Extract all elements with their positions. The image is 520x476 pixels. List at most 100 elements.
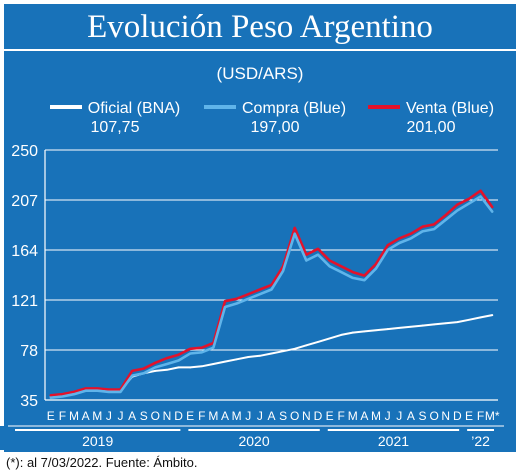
data-point (409, 237, 412, 240)
data-point (247, 356, 250, 358)
data-point (107, 388, 110, 391)
data-point (177, 353, 180, 356)
data-point (189, 347, 192, 350)
data-point (328, 265, 331, 268)
data-point (305, 259, 308, 262)
x-tick-label: S (279, 409, 287, 423)
data-point (433, 228, 436, 230)
data-point (468, 197, 470, 200)
title-divider (4, 49, 516, 51)
data-point (235, 297, 238, 300)
data-point (142, 372, 145, 375)
data-point (444, 322, 447, 325)
data-point (351, 277, 354, 279)
data-point (351, 331, 354, 334)
data-point (142, 367, 145, 370)
data-point (491, 210, 494, 213)
chart-title: Evolución Peso Argentino (87, 9, 433, 45)
x-tick-label: O (151, 409, 160, 423)
data-point (154, 370, 157, 372)
data-point (421, 230, 424, 233)
x-tick-label: A (360, 409, 368, 423)
data-point (479, 316, 482, 319)
x-tick-label: M* (485, 409, 500, 423)
x-tick-label: S (140, 409, 148, 423)
y-tick-label: 35 (20, 393, 38, 410)
x-tick-label: M (348, 409, 358, 423)
x-tick-label: N (163, 409, 172, 423)
year-label: 2020 (238, 433, 269, 449)
x-tick-label: J (106, 409, 112, 423)
x-tick-label: E (465, 409, 473, 423)
data-point (340, 265, 343, 268)
y-tick-label: 250 (11, 143, 38, 160)
x-tick-label: O (290, 409, 299, 423)
data-point (444, 218, 447, 221)
data-point (340, 271, 343, 273)
data-point (154, 366, 157, 369)
x-tick-label: D (453, 409, 462, 423)
data-point (398, 242, 401, 244)
data-point (154, 361, 157, 364)
x-tick-label: F (59, 409, 66, 423)
data-point (421, 225, 424, 228)
data-point (375, 329, 377, 332)
data-point (107, 390, 110, 393)
legend-compra: Compra (Blue) 197,00 (200, 100, 350, 138)
data-point (363, 279, 366, 282)
data-point (270, 283, 273, 286)
legend-swatch-compra (203, 104, 236, 109)
data-point (317, 247, 319, 250)
data-point (317, 253, 319, 256)
plot-area (45, 150, 498, 400)
data-point (479, 189, 482, 192)
data-point (177, 359, 180, 362)
data-point (468, 202, 470, 205)
data-point (247, 293, 250, 296)
data-point (433, 323, 436, 326)
data-point (398, 237, 401, 240)
data-point (305, 344, 308, 347)
x-tick-label: D (174, 409, 183, 423)
x-tick-label: E (326, 409, 334, 423)
x-tick-label: A (82, 409, 90, 423)
x-tick-label: J (245, 409, 251, 423)
year-label: 2021 (378, 433, 409, 449)
data-point (386, 328, 389, 330)
data-point (293, 227, 296, 229)
y-tick-label: 78 (20, 343, 38, 360)
x-tick-label: N (302, 409, 311, 423)
data-point (61, 395, 64, 398)
data-point (49, 394, 52, 397)
data-point (166, 357, 168, 360)
data-point (258, 293, 261, 296)
x-tick-label: M (92, 409, 102, 423)
data-point (200, 346, 203, 349)
data-point (73, 393, 75, 396)
data-point (409, 232, 412, 235)
data-point (282, 350, 285, 353)
data-point (328, 259, 331, 262)
data-point (96, 387, 99, 390)
x-tick-label: F (198, 409, 205, 423)
data-point (200, 351, 203, 354)
data-point (212, 346, 215, 349)
data-point (84, 389, 87, 392)
data-point (96, 389, 99, 392)
x-tick-label: A (267, 409, 275, 423)
data-point (305, 253, 308, 256)
data-point (340, 333, 343, 336)
data-point (258, 354, 261, 357)
data-point (293, 347, 296, 350)
legend-value-venta: 201,00 (406, 119, 456, 136)
x-tick-label: J (118, 409, 124, 423)
x-tick-label: M (371, 409, 381, 423)
data-point (224, 360, 226, 363)
data-point (421, 324, 424, 327)
data-point (49, 396, 52, 399)
year-label: ’22 (471, 433, 490, 449)
data-point (247, 297, 250, 300)
data-point (433, 223, 436, 226)
data-point (235, 358, 238, 361)
y-tick-label: 164 (11, 243, 38, 260)
